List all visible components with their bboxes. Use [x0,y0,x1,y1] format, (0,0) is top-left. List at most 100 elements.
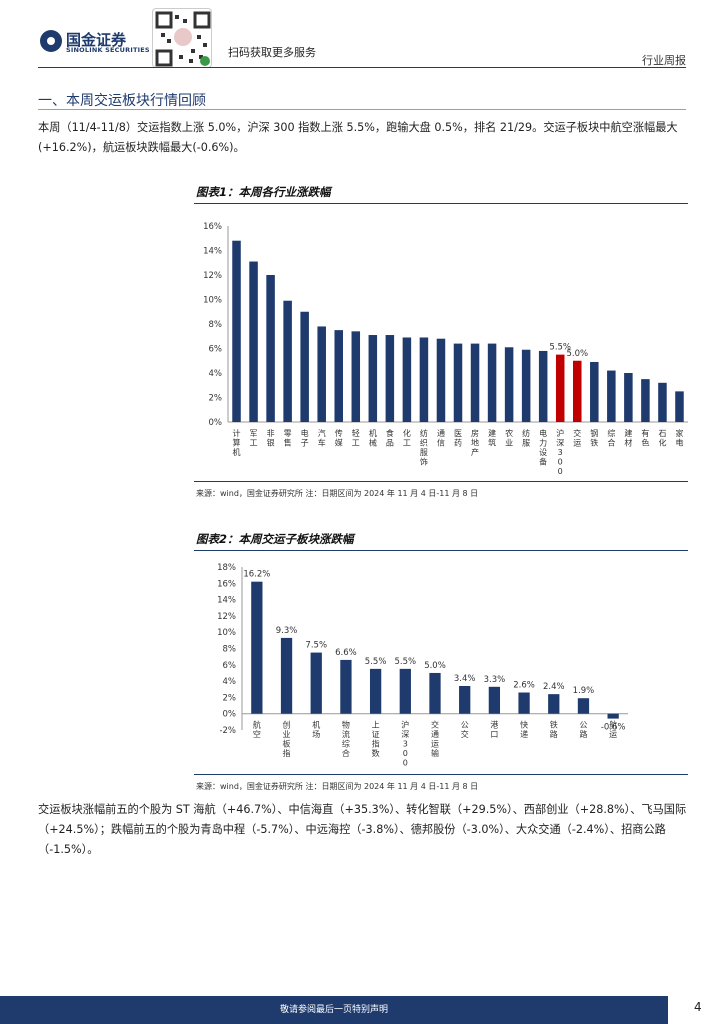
x-tick-label: 农业 [505,428,513,448]
bar-钢铁 [590,361,599,422]
y-tick-label: 4% [209,369,223,379]
y-tick-label: 16% [203,222,222,232]
data-label-机场: 7.5% [305,641,327,651]
x-tick-label: 非银 [267,428,275,448]
bar-军工 [249,261,258,422]
x-tick-label: 房地产 [471,428,479,457]
section-title: 一、本周交运板块行情回顾 [38,93,206,109]
figure2-top-rule [194,550,688,551]
qr-caption: 扫码获取更多服务 [228,46,316,59]
data-label-快递: 2.6% [513,681,535,691]
stock-movers-paragraph: 交运板块涨幅前五的个股为 ST 海航（+46.7%）、中信海直（+35.3%）、… [38,803,687,856]
y-tick-label: 16% [217,579,236,589]
y-tick-label: 10% [203,296,222,306]
x-tick-label: 汽车 [318,428,326,448]
header-divider [38,67,686,68]
data-label-港口: 3.3% [484,675,506,685]
x-tick-label: 创业板指 [283,720,291,759]
y-tick-label: 14% [203,247,222,257]
x-tick-label: 电子 [301,428,309,448]
data-label-交运: 5.0% [566,349,588,359]
figure1-title: 图表1：本周各行业涨跌幅 [196,185,331,199]
bar-家电 [675,391,684,422]
y-tick-label: 12% [217,612,236,622]
report-type-label: 行业周报 [642,54,686,67]
bar-航运 [607,713,619,719]
data-label-创业板指: 9.3% [276,626,298,636]
bar-通信 [436,338,446,422]
y-tick-label: 14% [217,596,236,606]
x-tick-label: 港口 [490,720,498,740]
figure1-bottom-rule [194,481,688,482]
bar-快递 [518,692,530,714]
y-tick-label: 0% [209,418,223,428]
x-tick-label: 铁路 [550,720,558,740]
qr-code-icon[interactable] [152,8,212,68]
bar-建筑 [487,343,497,422]
bar-铁路 [548,694,560,714]
x-tick-label: 电力设备 [539,428,547,467]
bar-电力设备 [538,350,548,422]
brand-name-en: SINOLINK SECURITIES [66,46,150,54]
y-tick-label: 10% [217,628,236,638]
bar-创业板指 [280,637,293,714]
x-tick-label: 医药 [454,429,462,448]
data-label-航运: -0.6% [601,723,626,733]
figure1-source: 来源：wind，国金证券研究所 注：日期区间为 2024 年 11 月 4 日-… [196,489,479,498]
x-tick-label: 沪深 3 0 0 [556,428,564,476]
bar-综合 [607,370,616,422]
data-label-铁路: 2.4% [543,682,565,692]
data-label-物流综合: 6.6% [335,648,357,658]
y-tick-label: 4% [223,677,237,687]
x-tick-label: 纺服 [522,428,530,448]
x-tick-label: 石化 [658,429,666,448]
bar-化工 [402,337,412,422]
x-tick-label: 化工 [403,428,411,448]
bar-石化 [658,382,667,422]
y-tick-label: 8% [223,645,237,655]
y-tick-label: 18% [217,563,236,573]
figure2-title: 图表2：本周交运子板块涨跌幅 [196,532,354,546]
x-tick-label: 上证指数 [372,721,380,759]
data-label-公交: 3.4% [454,674,476,684]
x-tick-label: 航空 [253,720,261,740]
bar-医药 [453,343,463,422]
y-tick-label: 6% [209,345,223,355]
y-tick-label: 2% [223,693,237,703]
bar-机场 [310,652,322,714]
bar-零售 [283,300,292,422]
x-tick-label: 家电 [675,428,683,448]
x-tick-label: 公交 [461,721,469,740]
bar-港口 [488,686,501,714]
y-tick-label: 8% [209,320,223,330]
x-tick-label: 机场 [312,720,320,740]
x-tick-label: 计算机 [233,428,241,457]
y-tick-label: -2% [219,726,236,736]
y-tick-label: 12% [203,271,222,281]
bar-房地产 [470,343,480,422]
y-tick-label: 2% [209,394,223,404]
figure2-source: 来源：wind，国金证券研究所 注：日期区间为 2024 年 11 月 4 日-… [196,782,479,791]
footer-bar [0,996,668,1024]
bar-计算机 [232,240,241,422]
x-tick-label: 建筑 [488,428,496,448]
bar-非银 [266,275,275,422]
bar-轻工 [351,331,361,422]
bar-公交 [459,685,471,714]
x-tick-label: 快递 [520,720,528,740]
x-tick-label: 机械 [369,428,377,448]
x-tick-label: 沪深 3 0 0 [401,720,409,768]
brand-name-cn: 国金证券 [66,31,127,49]
bar-机械 [368,335,378,422]
transport-subsector-chart: -2% 0% 2% 4% 6% 8% 10% 12% 14% 16% 18% 航空 16.2% 创业板指 9… [217,563,628,768]
data-label-交通运输: 5.0% [424,661,446,671]
bar-电子 [300,311,309,422]
x-tick-label: 建材 [624,428,632,448]
bar-交运 [573,360,582,422]
figure1-top-rule [194,203,688,204]
section-divider [38,109,686,110]
bar-汽车 [317,326,326,422]
x-tick-label: 轻工 [352,428,360,448]
bar-纺服 [521,349,531,422]
x-tick-label: 交运 [573,428,581,448]
